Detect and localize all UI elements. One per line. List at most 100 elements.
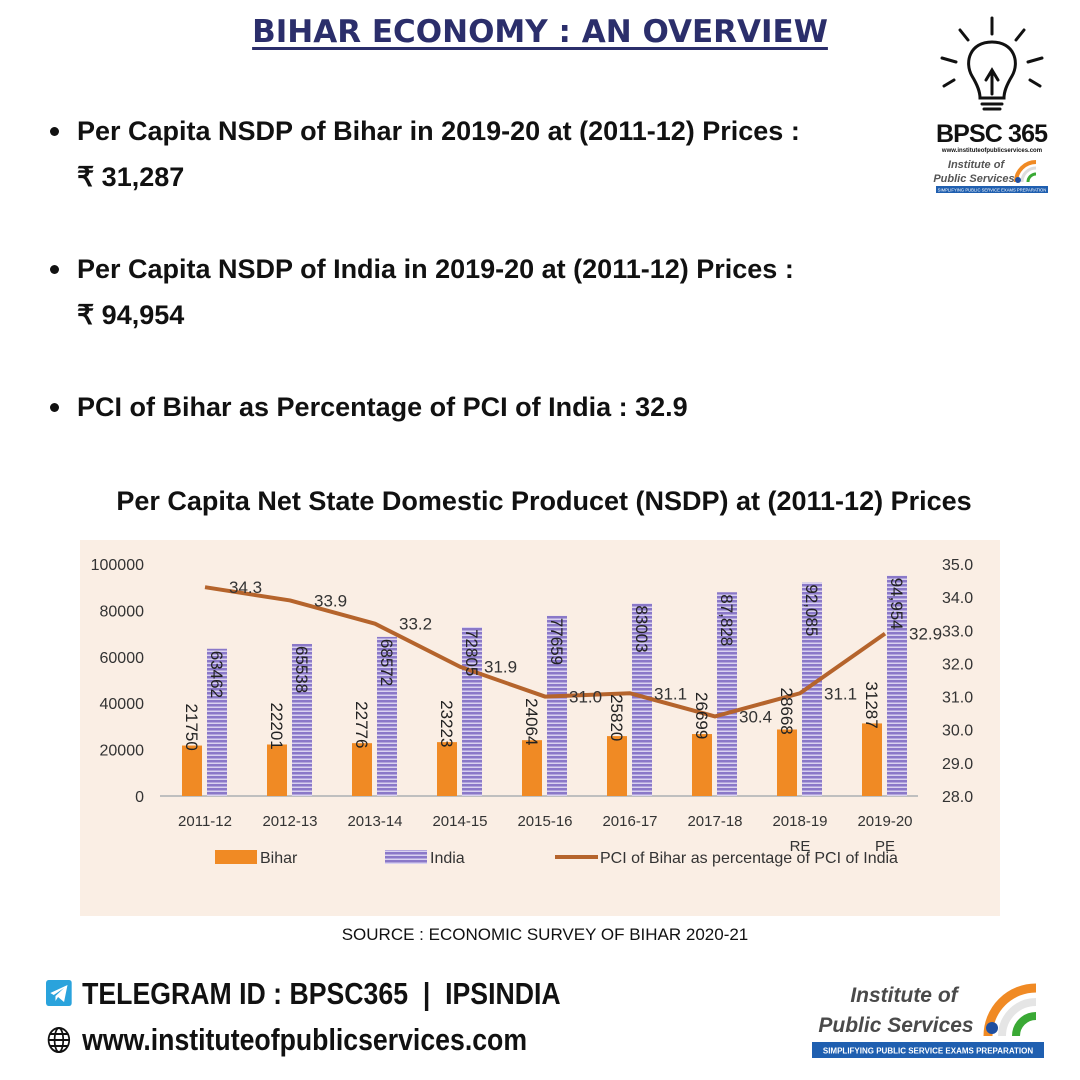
logo-url: www.instituteofpublicservices.com [941,148,1042,154]
x-tick-label: 2013-14 [347,813,402,830]
bar-bihar-label: 22201 [267,702,286,749]
bar-bihar [692,734,712,796]
x-tick-sublabel: RE [790,838,811,855]
bar-india-label: 72805 [462,629,481,676]
bar-bihar-label: 23223 [437,700,456,747]
lightbulb-icon: BPSC 365 www.instituteofpublicservices.c… [933,16,1048,193]
bullet-dot [50,265,59,274]
line-point-label: 34.3 [229,578,262,597]
ips-logo: Institute of Public Services SIMPLIFYING… [812,976,1044,1060]
logo-name-2: Public Services [933,173,1014,185]
website-link[interactable]: www.instituteofpublicservices.com [82,1022,528,1057]
line-point-label: 30.4 [739,707,772,726]
bullet-bihar-pci: Per Capita NSDP of Bihar in 2019-20 at (… [50,108,900,200]
x-tick-label: 2011-12 [178,813,232,830]
bullet-value: ₹ 31,287 [77,162,185,192]
bar-bihar-label: 28668 [777,687,796,734]
y-right-tick-label: 29.0 [942,756,973,773]
y-right-tick-label: 34.0 [942,590,973,607]
y-left-tick-label: 0 [135,789,144,806]
bar-bihar-label: 31287 [862,681,881,728]
y-left-tick-label: 60000 [100,650,145,667]
bar-india [292,643,312,796]
bar-india-label: 94,954 [887,578,906,630]
ips-logo-tagline: SIMPLIFYING PUBLIC SERVICE EXAMS PREPARA… [823,1047,1033,1056]
bar-bihar [352,743,372,796]
x-tick-label: 2016-17 [602,813,657,830]
bullet-india-pci: Per Capita NSDP of India in 2019-20 at (… [50,246,900,338]
x-tick-label: 2014-15 [432,813,487,830]
bar-india [802,582,822,796]
bar-bihar-label: 21750 [182,704,201,751]
bullet-dot [50,127,59,136]
brand-text: BPSC 365 [936,120,1048,148]
line-point-label: 32.9 [909,625,942,644]
bar-india-label: 77659 [547,618,566,665]
chart-title: Per Capita Net State Domestic Producet (… [116,486,972,516]
bar-bihar [777,729,797,796]
y-left-tick-label: 20000 [100,743,145,760]
legend-label-ratio: PCI of Bihar as percentage of PCI of Ind… [600,850,898,867]
source-note: SOURCE : ECONOMIC SURVEY OF BIHAR 2020-2… [341,925,749,944]
x-tick-label: 2018-19 [772,813,827,830]
bar-india-label: 68572 [377,639,396,686]
logo-name-1: Institute of [948,159,1006,171]
y-right-tick-label: 28.0 [942,789,973,806]
bar-india-label: 92,085 [802,584,821,636]
bar-india [632,603,652,796]
bar-india-label: 87,828 [717,594,736,646]
bar-bihar-label: 26699 [692,692,711,739]
y-right-tick-label: 35.0 [942,557,973,574]
line-point-label: 33.9 [314,591,347,610]
bar-bihar-label: 25820 [607,694,626,741]
bar-india [207,648,227,796]
logo-tagline: SIMPLIFYING PUBLIC SERVICE EXAMS PREPARA… [938,188,1047,193]
bullet-text: Per Capita NSDP of India in 2019-20 at (… [77,254,794,284]
ips-logo-name-2: Public Services [818,1014,973,1037]
bar-india [887,575,907,796]
line-point-label: 33.2 [399,615,432,634]
bar-india [377,636,397,796]
x-tick-label: 2012-13 [262,813,317,830]
bar-bihar-label: 24064 [522,698,541,745]
line-point-label: 31.0 [569,688,602,707]
telegram-id: TELEGRAM ID : BPSC365 | IPSINDIA [82,976,561,1011]
bar-bihar-label: 22776 [352,701,371,748]
y-left-tick-label: 80000 [100,603,145,620]
website-line: www.instituteofpublicservices.com [46,1022,527,1058]
telegram-line: TELEGRAM ID : BPSC365 | IPSINDIA [46,976,561,1012]
x-tick-sublabel: PE [875,838,895,855]
bar-india [717,592,737,796]
y-left-tick-label: 40000 [100,696,145,713]
bar-bihar [267,744,287,796]
x-tick-label: 2017-18 [687,813,742,830]
bar-bihar [522,740,542,796]
bullet-text: PCI of Bihar as Percentage of PCI of Ind… [77,392,688,422]
telegram-icon [46,980,72,1006]
y-right-tick-label: 30.0 [942,723,973,740]
bpsc365-logo: BPSC 365 www.instituteofpublicservices.c… [930,14,1054,198]
globe-icon [47,1027,71,1053]
legend-label-bihar: Bihar [260,850,298,867]
y-right-tick-label: 33.0 [942,623,973,640]
legend-label-india: India [430,850,465,867]
line-point-label: 31.9 [484,658,517,677]
ips-logo-name-1: Institute of [850,984,959,1007]
y-right-tick-label: 32.0 [942,656,973,673]
bar-bihar [182,745,202,796]
bar-india-label: 63462 [207,651,226,698]
bar-india-label: 65538 [292,646,311,693]
bar-bihar [862,723,882,796]
bar-india-label: 83003 [632,605,651,652]
bullet-dot [50,403,59,412]
x-tick-label: 2019-20 [857,813,912,830]
y-right-tick-label: 31.0 [942,690,973,707]
line-point-label: 31.1 [824,684,857,703]
legend-swatch-bihar [215,850,257,864]
bar-india [547,615,567,796]
nsdp-chart: 0 20000 40000 60000 80000 100000 28.0 29.0 30.0 3… [80,540,1000,916]
page-title: BIHAR ECONOMY : AN OVERVIEW [252,14,828,50]
bullet-text: Per Capita NSDP of Bihar in 2019-20 at (… [77,116,800,146]
line-point-label: 31.1 [654,684,687,703]
bullet-value: ₹ 94,954 [77,300,185,330]
